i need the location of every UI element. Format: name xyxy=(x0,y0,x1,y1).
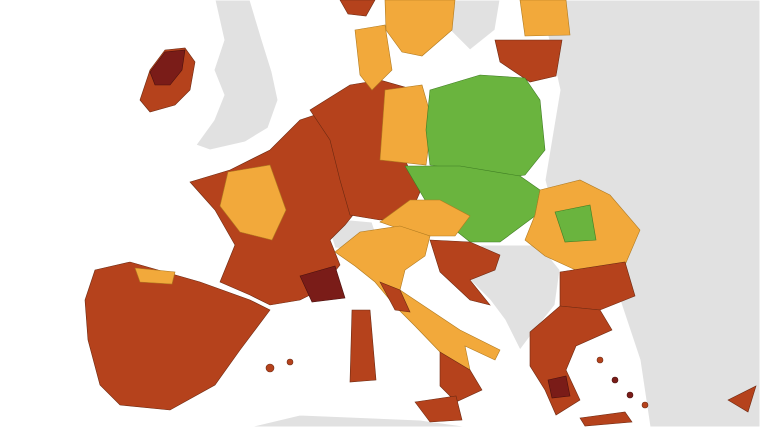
sardinia xyxy=(349,309,377,383)
romania-centre xyxy=(554,204,597,243)
france-west-patch xyxy=(219,164,287,241)
poland xyxy=(425,74,546,181)
iberia xyxy=(84,261,271,411)
island xyxy=(626,391,634,399)
island xyxy=(611,376,619,384)
italy-northwest xyxy=(379,281,411,313)
calabria xyxy=(439,351,483,403)
balearic-island xyxy=(286,358,294,366)
balearic-island xyxy=(265,363,275,373)
france-southeast xyxy=(299,265,346,303)
great-britain xyxy=(195,0,279,151)
bulgaria xyxy=(559,261,636,311)
cyprus xyxy=(727,385,757,413)
sweden xyxy=(384,0,456,57)
sicily xyxy=(414,395,463,423)
croatia-slovenia xyxy=(429,239,501,306)
island xyxy=(596,356,604,364)
attica xyxy=(547,375,571,399)
spain-north-patch xyxy=(134,267,176,285)
ireland-northwest xyxy=(149,49,186,86)
island xyxy=(641,401,649,409)
crete xyxy=(579,411,633,427)
denmark xyxy=(354,24,393,91)
germany-east xyxy=(379,84,433,166)
estonia xyxy=(519,0,571,37)
norway-south xyxy=(339,0,376,17)
latvia-lithuania xyxy=(494,39,563,83)
north-africa xyxy=(249,414,471,427)
